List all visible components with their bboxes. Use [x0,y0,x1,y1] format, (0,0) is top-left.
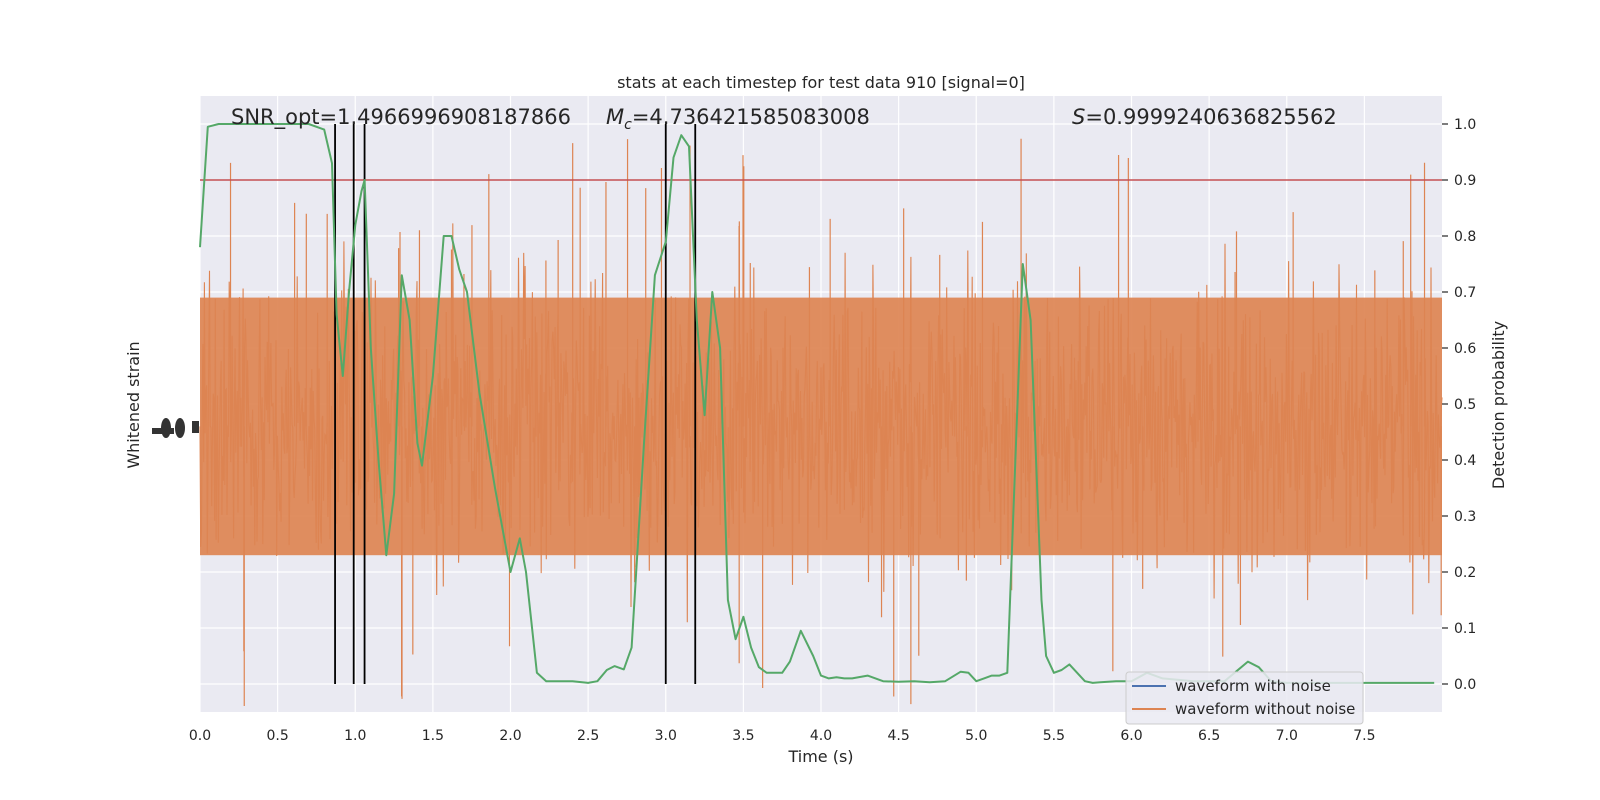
y-tick-label: 0.2 [1454,565,1476,581]
x-tick-label: 3.5 [732,728,754,744]
chart-title: stats at each timestep for test data 910… [617,73,1025,92]
x-tick-label: 6.0 [1120,728,1142,744]
legend: waveform with noise waveform without noi… [1125,671,1364,725]
x-tick-label: 5.0 [965,728,987,744]
x-tick-label: 0.5 [266,728,288,744]
y-tick-label: 0.0 [1454,677,1476,693]
overlay-layer [199,123,1442,684]
x-tick-label: 7.5 [1353,728,1375,744]
x-tick-label: 2.0 [499,728,521,744]
x-axis-label: Time (s) [787,747,853,766]
x-tick-label: 3.0 [655,728,677,744]
x-tick-label: 2.5 [577,728,599,744]
x-tick-label: 4.0 [810,728,832,744]
chirp-mass-annotation: Mc=4.736421585083008 [606,105,870,133]
y-tick-label: 0.7 [1454,285,1476,301]
y-tick-label: 0.5 [1454,397,1476,413]
y-tick-label: 0.9 [1454,173,1476,189]
y-tick-label: 0.6 [1454,341,1476,357]
y-tick-label: 0.1 [1454,621,1476,637]
x-tick-label: 5.5 [1043,728,1065,744]
legend-box [1125,671,1364,725]
y-tick-label: 0.4 [1454,453,1476,469]
x-axis-ticks: 0.0 0.5 1.0 1.5 2.0 2.5 3.0 3.5 4.0 4.5 5.0 5.5 6.0 6… [189,728,1376,744]
x-tick-label: 7.0 [1276,728,1298,744]
y-tick-label: 1.0 [1454,117,1476,133]
snr-annotation: SNR_opt=1.4966996908187866 [231,105,571,130]
x-tick-label: 1.5 [422,728,444,744]
y-axis-left-label: Whitened strain [124,341,143,468]
left-axis-tick-glyphs [152,418,199,438]
s-annotation: S=0.9999240636825562 [1072,105,1337,129]
x-tick-label: 1.0 [344,728,366,744]
legend-label-with-noise: waveform with noise [1175,677,1331,695]
legend-label-without-noise: waveform without noise [1175,700,1355,718]
y-axis-right-ticks: 0.0 0.1 0.2 0.3 0.4 0.5 0.6 0.7 0.8 0.9 1.0 [1442,117,1476,693]
y-axis-right-label: Detection probability [1489,321,1508,489]
x-tick-label: 4.5 [887,728,909,744]
y-tick-label: 0.3 [1454,509,1476,525]
y-tick-label: 0.8 [1454,229,1476,245]
detection-probability-line [199,123,1435,684]
x-tick-label: 0.0 [189,728,211,744]
x-tick-label: 6.5 [1198,728,1220,744]
